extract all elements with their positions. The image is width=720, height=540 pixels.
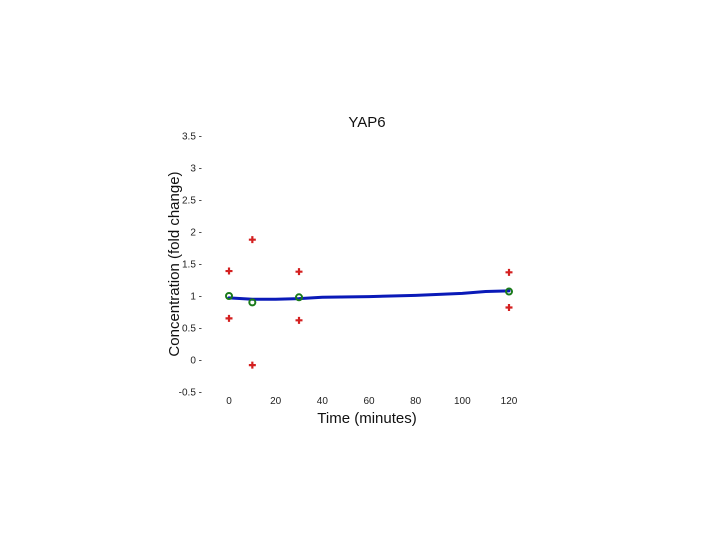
replicate-point: [248, 236, 256, 244]
x-tick-label: 40: [317, 396, 329, 407]
y-tick-label: 1.5 -: [182, 260, 202, 271]
x-tick-label: 80: [410, 396, 422, 407]
y-tick-label: 0.5 -: [182, 324, 202, 335]
chart-title: YAP6: [348, 114, 385, 131]
x-tick-label: 60: [363, 396, 375, 407]
replicate-point: [225, 314, 233, 322]
mean-point: [295, 293, 303, 302]
replicate-point: [295, 316, 303, 324]
replicate-point: [505, 304, 513, 312]
y-tick-label: 3 -: [190, 164, 202, 175]
fit-line: [227, 289, 511, 301]
x-axis: 0 20 40 60 80 100 120: [226, 396, 518, 407]
y-tick-label: 2 -: [190, 228, 202, 239]
y-tick-label: 1 -: [190, 292, 202, 303]
x-tick-label: 120: [501, 396, 518, 407]
y-tick-label: 2.5 -: [182, 196, 202, 207]
mean-point: [248, 298, 257, 307]
y-tick-label: 3.5 -: [182, 132, 202, 143]
x-tick-label: 20: [270, 396, 282, 407]
mean-point: [225, 292, 233, 300]
replicate-point: [295, 268, 303, 276]
y-axis: -0.5 - 0 - 0.5 - 1 - 1.5 - 2 - 2.5 - 3 - 3.5 -: [179, 132, 202, 399]
replicate-point: [505, 268, 513, 276]
y-tick-label: 0 -: [190, 356, 202, 367]
y-tick-label: -0.5 -: [179, 388, 202, 399]
mean-point: [505, 287, 513, 296]
replicate-point: [225, 267, 233, 275]
x-axis-label: Time (minutes): [317, 410, 416, 427]
plot-area: [225, 236, 513, 369]
y-axis-label: Concentration (fold change): [166, 171, 183, 356]
x-tick-label: 0: [226, 396, 232, 407]
replicate-point: [248, 361, 256, 369]
x-tick-label: 100: [454, 396, 471, 407]
